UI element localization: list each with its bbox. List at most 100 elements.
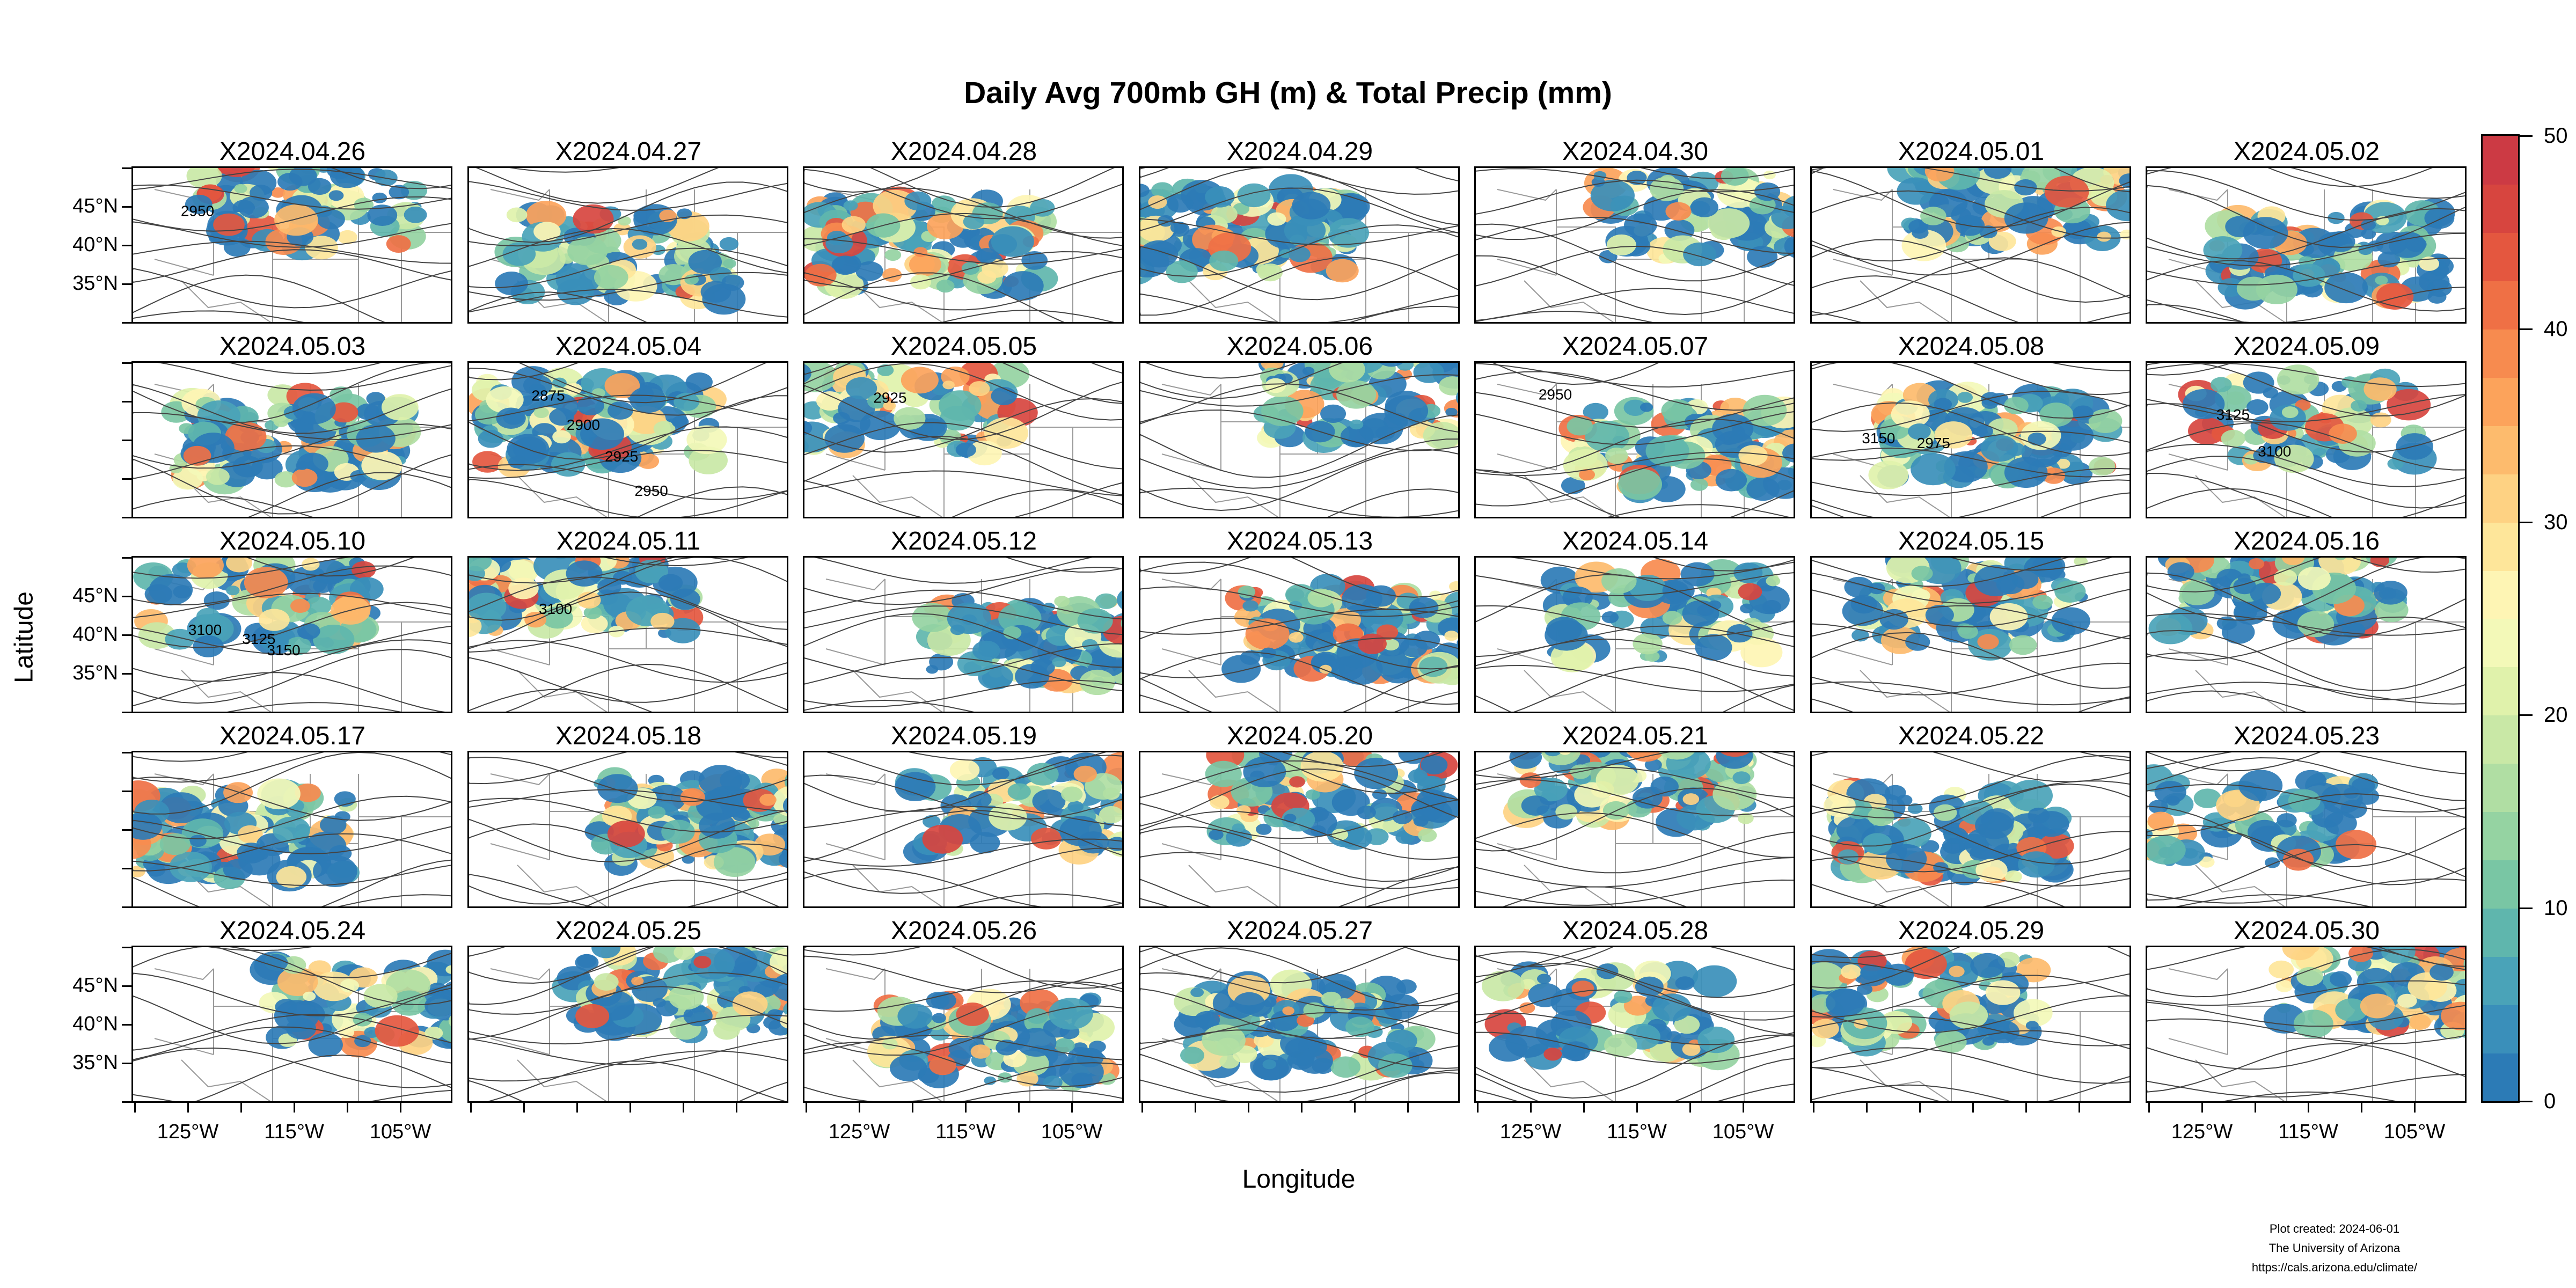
precip-cell: [2329, 971, 2352, 987]
precip-cell: [1721, 168, 1749, 186]
gh-contour: [133, 592, 451, 618]
y-tick: [122, 362, 131, 364]
x-tick: [1248, 1103, 1249, 1113]
precip-cell: [508, 577, 539, 599]
gh-contour: [804, 605, 1122, 635]
gh-contour: [804, 398, 1122, 453]
map-canvas: [2147, 558, 2465, 712]
precip-cell: [648, 806, 666, 819]
precip-cell: [2210, 377, 2232, 392]
panel-title: X2024.05.02: [2233, 137, 2380, 166]
map-panel: 3100: [467, 556, 788, 713]
gh-contour: [1476, 787, 1794, 852]
precip-cell: [2028, 432, 2046, 446]
gh-contour: [133, 625, 451, 655]
y-tick: [122, 1101, 131, 1103]
precip-cell: [297, 623, 320, 640]
gh-contour: [2147, 793, 2465, 837]
gh-contour: [2147, 472, 2465, 517]
gh-contour: [1154, 947, 1407, 984]
precip-cell: [2297, 567, 2331, 590]
precip-cell: [1242, 600, 1258, 612]
gh-contour: [2147, 363, 2234, 376]
precip-cell: [186, 168, 222, 189]
gh-contour: [469, 363, 580, 380]
gh-contour: [804, 168, 941, 193]
precip-cell: [759, 794, 777, 806]
precip-cell: [251, 457, 283, 480]
gh-contour: [952, 489, 1122, 517]
precip-cell: [670, 588, 700, 610]
precip-cell: [594, 265, 628, 290]
gh-contour: [1812, 947, 2129, 989]
gh-contour: [133, 1014, 451, 1051]
gh-contour: [469, 947, 787, 1005]
precip-cell: [1712, 414, 1754, 444]
precip-cell: [1357, 806, 1376, 819]
gh-contour: [1140, 609, 1458, 635]
x-tick: [965, 1103, 967, 1113]
gh-contour: [2147, 682, 2465, 705]
gh-contour: [1140, 218, 1458, 246]
map-panel: [1139, 166, 1460, 324]
gh-contour: [2147, 558, 2322, 592]
colorbar-segment: [2483, 280, 2518, 330]
colorbar-segment: [2483, 328, 2518, 378]
y-tick: [122, 401, 131, 402]
precip-cell: [1209, 250, 1239, 272]
precip-cell: [2318, 558, 2361, 575]
x-tick: [912, 1103, 913, 1113]
gh-contour: [469, 368, 787, 416]
precip-cell: [1692, 965, 1737, 998]
map-canvas: [133, 752, 451, 906]
precip-cell: [1282, 1006, 1294, 1015]
precip-cell: [2203, 236, 2243, 265]
gh-contour: [133, 1026, 451, 1064]
gh-contour: [133, 859, 451, 906]
gh-contour: [2147, 304, 2244, 322]
precip-cell: [2324, 272, 2368, 304]
precip-cell: [1886, 844, 1927, 874]
gh-contour: [2176, 894, 2372, 906]
gh-contour: [469, 640, 787, 683]
precip-cell: [1082, 639, 1098, 650]
precip-cell: [2243, 371, 2274, 394]
precip-cell: [723, 259, 736, 268]
gh-contour: [804, 238, 1122, 265]
precip-cell: [1302, 367, 1315, 376]
precip-cell: [683, 1005, 713, 1027]
precip-cell: [1713, 779, 1757, 810]
precip-cell: [1330, 1056, 1361, 1078]
gh-contour: [1140, 363, 1344, 399]
gh-contour: [469, 947, 654, 984]
gh-contour: [1476, 451, 1794, 477]
precip-cell: [1754, 182, 1781, 201]
gh-contour: [1607, 504, 1789, 517]
map-panel: [2146, 556, 2467, 713]
precip-cell: [2087, 226, 2101, 237]
precip-cell: [1030, 658, 1055, 676]
precip-cell: [883, 401, 896, 411]
precip-cell: [386, 235, 411, 253]
gh-contour: [1140, 246, 1458, 301]
precip-cell: [1675, 976, 1695, 990]
panel-title: X2024.05.13: [1226, 527, 1373, 555]
y-tick: [122, 1024, 131, 1026]
map-panel: [1810, 556, 2131, 713]
map-canvas: [469, 947, 787, 1101]
contour-label: 3100: [539, 601, 572, 617]
map-panel: [803, 556, 1124, 713]
panel-title: X2024.05.16: [2233, 527, 2380, 555]
precip-cell: [699, 813, 736, 839]
gh-contour: [2147, 784, 2465, 813]
gh-contour: [2147, 260, 2465, 312]
map-canvas: [1476, 558, 1794, 712]
precip-cell: [244, 567, 288, 598]
gh-contour: [804, 270, 1122, 311]
precip-cell: [238, 196, 269, 218]
x-tick: [2025, 1103, 2027, 1113]
gh-contour: [1812, 275, 2019, 322]
map-panel: [1474, 751, 1795, 908]
precip-cell: [1030, 828, 1062, 850]
precip-cell: [1226, 828, 1252, 847]
